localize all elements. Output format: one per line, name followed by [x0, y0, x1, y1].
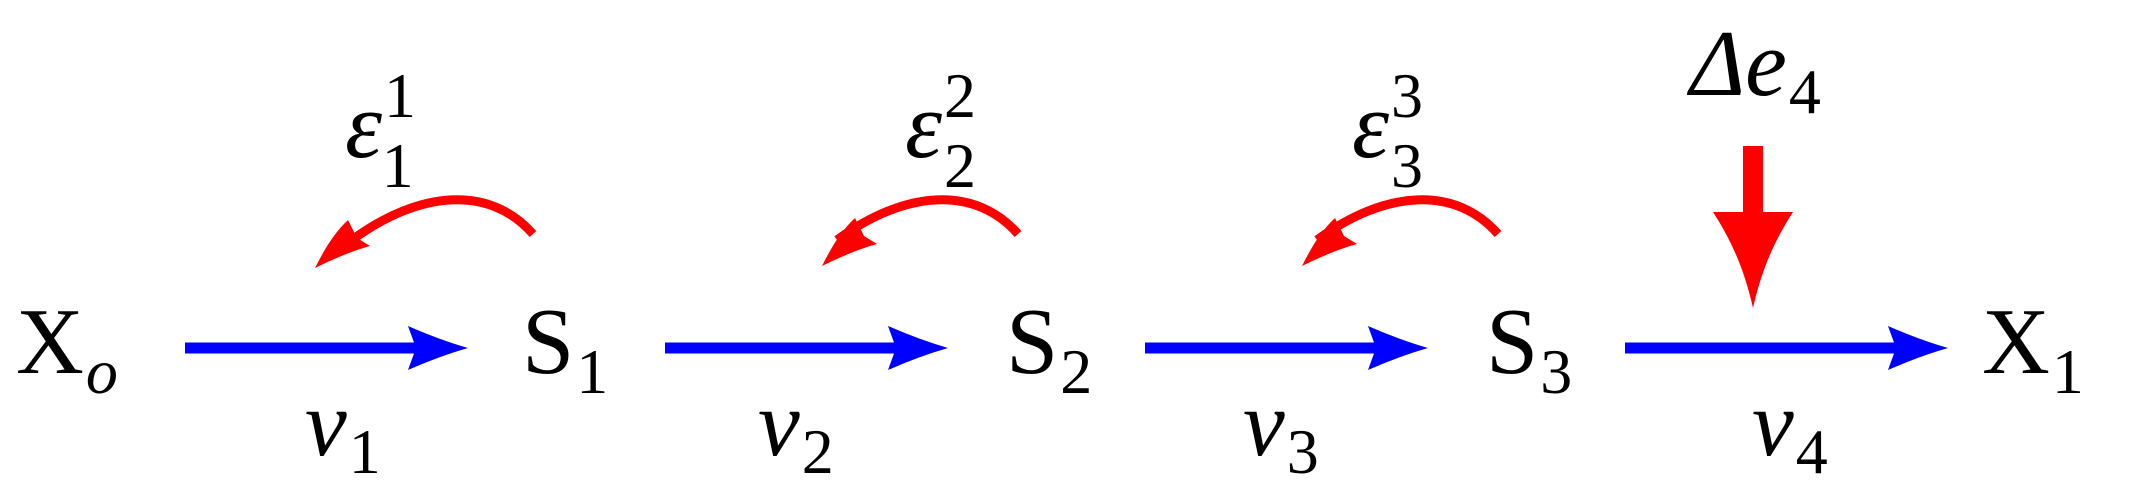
- node-s3-subscript: 3: [1540, 336, 1572, 407]
- flux-label-v4: v4: [1752, 372, 1828, 487]
- feedback-arrow-3: [1302, 195, 1502, 266]
- feedback-arrow-2: [822, 195, 1022, 266]
- node-x-1: X1: [1982, 290, 2084, 407]
- flux-arrow-v1: [185, 326, 468, 370]
- flux-arrow-v2: [665, 326, 948, 370]
- node-s3: S3: [1486, 290, 1572, 407]
- elasticity-label-1: ε1 1: [345, 60, 414, 201]
- perturbation-arrow: [1713, 146, 1793, 308]
- elasticity-label-2: ε2 2: [905, 60, 976, 201]
- perturbation-label: Δe4: [1686, 12, 1821, 127]
- flux-arrow-v4: [1625, 326, 1948, 370]
- node-s1-subscript: 1: [576, 336, 608, 407]
- flux-label-v1: v1: [305, 372, 381, 487]
- flux-label-v3: v3: [1243, 372, 1319, 487]
- flux-arrow-v3: [1145, 326, 1428, 370]
- node-x-o-subscript: o: [86, 336, 118, 407]
- node-s2: S2: [1006, 290, 1092, 407]
- elasticity-label-3: ε3 3: [1352, 60, 1423, 201]
- node-x-o: Xo: [16, 290, 118, 407]
- node-s1: S1: [522, 290, 608, 407]
- feedback-arrow-1: [315, 195, 537, 268]
- flux-label-v2: v2: [758, 372, 834, 487]
- node-s2-subscript: 2: [1060, 336, 1092, 407]
- node-x-1-subscript: 1: [2052, 336, 2084, 407]
